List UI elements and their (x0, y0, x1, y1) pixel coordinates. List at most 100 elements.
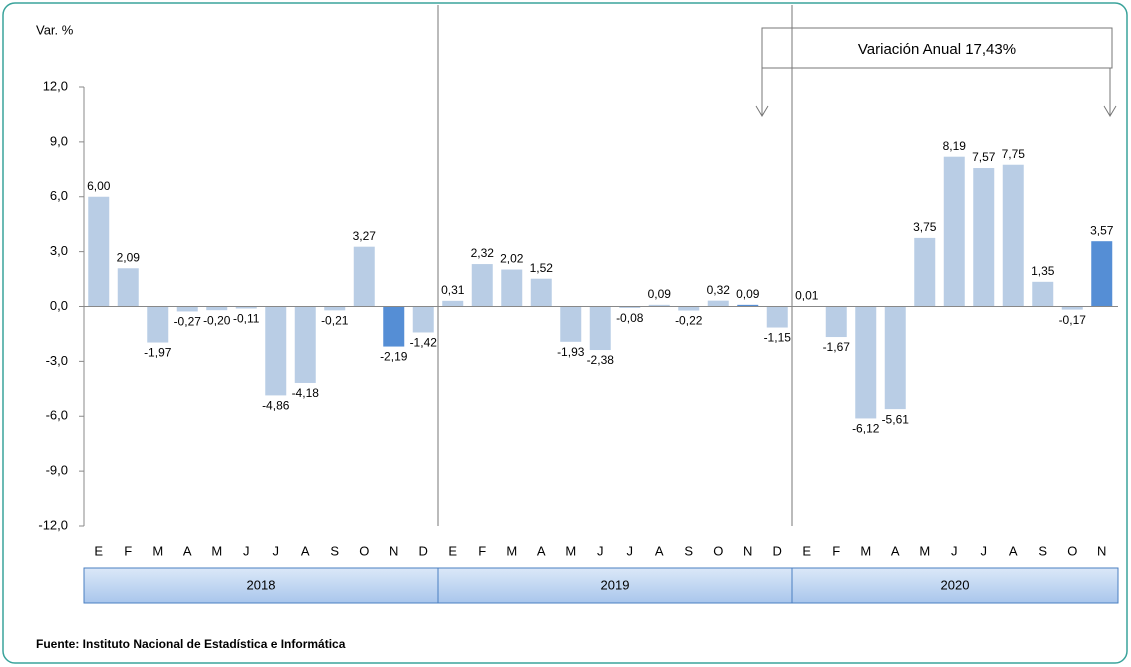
y-tick-label: 6,0 (50, 188, 68, 203)
x-tick-label: M (152, 543, 163, 558)
value-label: -4,18 (292, 386, 320, 400)
bar (147, 306, 169, 343)
bar (353, 246, 375, 307)
bar (914, 237, 936, 307)
x-tick-label: S (684, 543, 693, 558)
bar (530, 278, 552, 307)
x-tick-label: J (627, 543, 634, 558)
annotation: Variación Anual 17,43% (755, 27, 1117, 117)
bar (766, 306, 788, 328)
value-label: 1,52 (530, 261, 554, 275)
value-label: 8,19 (943, 139, 967, 153)
value-label: 2,32 (471, 246, 495, 260)
x-tick-label: O (1067, 543, 1077, 558)
x-tick-label: E (94, 543, 103, 558)
bar (383, 306, 405, 347)
x-tick-label: D (773, 543, 782, 558)
x-tick-label: F (478, 543, 486, 558)
bar (1002, 164, 1024, 307)
bar (88, 196, 110, 307)
value-label: 0,09 (648, 287, 672, 301)
annotation-text: Variación Anual 17,43% (858, 41, 1016, 58)
value-label: -4,86 (262, 399, 290, 413)
x-tick-label: D (419, 543, 428, 558)
value-label: 2,02 (500, 252, 524, 266)
bar (973, 168, 995, 307)
value-label: 0,09 (736, 287, 760, 301)
value-label: -2,38 (587, 353, 615, 367)
bar (825, 306, 847, 338)
x-tick-label: M (860, 543, 871, 558)
x-tick-label: S (1038, 543, 1047, 558)
value-label: 1,35 (1031, 264, 1055, 278)
value-label: 6,00 (87, 179, 111, 193)
bar (176, 306, 198, 312)
x-tick-label: N (743, 543, 752, 558)
year-box (791, 567, 1119, 604)
bar (589, 306, 611, 351)
value-label: 0,32 (707, 283, 731, 297)
value-label: -0,22 (675, 314, 703, 328)
bar (265, 306, 287, 396)
value-label: -0,11 (233, 312, 260, 326)
value-label: -1,67 (823, 340, 851, 354)
y-tick-label: -3,0 (46, 353, 68, 368)
value-label: -0,08 (616, 311, 644, 325)
bar (855, 306, 877, 419)
x-tick-label: A (655, 543, 664, 558)
year-box (437, 567, 793, 604)
x-tick-label: E (448, 543, 457, 558)
bar (235, 306, 257, 309)
value-label: -2,19 (380, 350, 408, 364)
value-label: -0,20 (203, 313, 231, 327)
bar (884, 306, 906, 410)
x-tick-label: A (891, 543, 900, 558)
x-tick-label: O (713, 543, 723, 558)
year-label: 2019 (601, 577, 630, 592)
x-tick-label: O (359, 543, 369, 558)
x-tick-label: N (389, 543, 398, 558)
x-tick-label: J (597, 543, 604, 558)
x-tick-label: A (1009, 543, 1018, 558)
bar (412, 306, 434, 333)
bar (560, 306, 582, 342)
bar (943, 156, 965, 307)
bar (442, 300, 464, 307)
bar (707, 300, 729, 307)
bar (206, 306, 228, 311)
value-label: -0,21 (321, 314, 349, 328)
y-tick-label: 9,0 (50, 133, 68, 148)
bar (294, 306, 316, 383)
y-tick-label: 3,0 (50, 243, 68, 258)
value-label: -0,27 (174, 315, 202, 329)
x-tick-label: J (951, 543, 958, 558)
bar (619, 306, 641, 308)
arrow-head (1103, 105, 1117, 117)
arrow-head (755, 105, 769, 117)
x-tick-label: F (124, 543, 132, 558)
bar (471, 264, 493, 307)
value-label: -1,97 (144, 346, 172, 360)
annotation-box (761, 27, 1113, 69)
y-tick-label: -9,0 (46, 463, 68, 478)
y-axis-label: Var. % (36, 22, 74, 37)
value-label: 2,09 (117, 250, 141, 264)
bar (501, 269, 523, 307)
value-label: 0,31 (441, 283, 465, 297)
x-tick-label: J (273, 543, 280, 558)
x-tick-label: A (537, 543, 546, 558)
value-label: -6,12 (852, 422, 880, 436)
x-tick-label: M (565, 543, 576, 558)
value-label: 7,75 (1002, 147, 1026, 161)
value-label: -1,93 (557, 345, 585, 359)
y-tick-label: 0,0 (50, 298, 68, 313)
x-tick-label: M (919, 543, 930, 558)
y-tick-label: -6,0 (46, 408, 68, 423)
x-tick-label: M (506, 543, 517, 558)
x-tick-label: A (301, 543, 310, 558)
bar (648, 304, 670, 307)
bar (1061, 306, 1083, 310)
value-label: 0,01 (795, 288, 819, 302)
